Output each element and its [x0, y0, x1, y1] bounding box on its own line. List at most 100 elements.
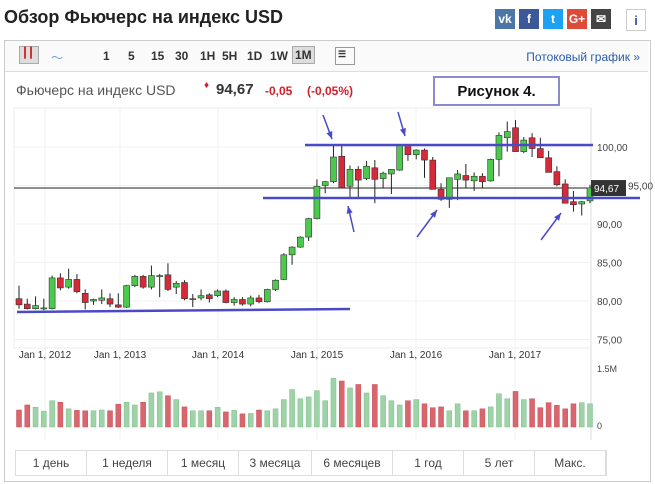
chart-frame: [4, 40, 651, 482]
volume-bar: [99, 409, 105, 428]
volume-bar: [496, 393, 502, 428]
candle: [81, 292, 89, 303]
range-button[interactable]: Макс.: [535, 451, 606, 475]
range-selector: 1 день 1 неделя 1 месяц 3 месяца 6 месяцев 1 …: [15, 450, 607, 476]
candle: [561, 183, 569, 204]
candle: [32, 305, 39, 309]
volume-bar: [239, 413, 246, 428]
interval-1H[interactable]: 1H: [200, 49, 216, 63]
range-button[interactable]: 1 месяц: [168, 451, 239, 475]
volume-bar: [471, 410, 477, 428]
volume-bar: [132, 404, 138, 428]
candle: [421, 149, 428, 161]
volume-bar: [554, 405, 560, 428]
candle: [156, 275, 163, 277]
volume-bar: [372, 384, 378, 428]
candle: [280, 254, 288, 280]
candle: [164, 274, 172, 290]
interval-5[interactable]: 5: [128, 49, 135, 63]
arrowhead-icon: [346, 206, 353, 214]
candle: [297, 236, 304, 248]
volume-bar: [289, 389, 295, 428]
candle: [454, 173, 461, 180]
candle: [206, 294, 213, 299]
range-button[interactable]: 6 месяцев: [312, 451, 393, 475]
volume-bar: [578, 402, 585, 428]
price-change-percent: (-0,05%): [307, 84, 354, 98]
volume-bar: [430, 407, 436, 428]
interval-30[interactable]: 30: [175, 49, 189, 63]
range-button[interactable]: 3 месяца: [239, 451, 312, 475]
x-tick-label: Jan 1, 2014: [192, 350, 245, 361]
line-chart-icon[interactable]: 〜: [51, 51, 64, 65]
volume-bar: [82, 410, 88, 428]
range-button[interactable]: 1 неделя: [87, 451, 168, 475]
candle: [363, 165, 370, 179]
candle: [214, 290, 221, 296]
down-arrow-icon: ♦: [204, 80, 210, 91]
interval-1W[interactable]: 1W: [270, 49, 288, 63]
candle: [446, 177, 453, 200]
volume-bar: [421, 403, 428, 428]
last-price-tag: [591, 180, 626, 197]
candle: [48, 277, 56, 309]
volume-bar: [413, 399, 419, 428]
google-plus-share-icon[interactable]: G+: [567, 9, 587, 29]
volume-bar: [388, 400, 395, 428]
interval-1M[interactable]: 1M: [292, 46, 315, 64]
range-button[interactable]: 5 лет: [464, 451, 535, 475]
interval-1D[interactable]: 1D: [247, 49, 263, 63]
info-icon[interactable]: i: [626, 9, 646, 31]
facebook-share-icon[interactable]: f: [519, 9, 539, 29]
candle: [578, 201, 586, 205]
volume-bar: [338, 380, 345, 428]
last-price-tag-label: 94,67: [594, 184, 619, 195]
volume-bar: [347, 387, 353, 428]
volume-bar: [90, 410, 97, 428]
volume-bar: [41, 410, 47, 428]
table-view-icon[interactable]: ☰: [335, 47, 355, 65]
volume-bar: [123, 402, 130, 428]
vk-share-icon[interactable]: vk: [495, 9, 515, 29]
x-tick-label: Jan 1, 2016: [390, 350, 443, 361]
candle: [106, 298, 114, 305]
y-tick-label: 90,00: [597, 220, 622, 231]
candlestick-icon[interactable]: ┃┃: [19, 46, 39, 64]
range-button[interactable]: 1 год: [393, 451, 464, 475]
x-tick-label: Jan 1, 2012: [19, 350, 72, 361]
candle: [321, 181, 329, 186]
figure-label: Рисунок 4.: [433, 76, 560, 106]
x-tick-label: Jan 1, 2017: [489, 350, 542, 361]
chart-toolbar: ┃┃ 〜 1 5 15 30 1H 5H 1D 1W 1M ☰ Потоковый график…: [5, 41, 648, 72]
interval-5H[interactable]: 5H: [222, 49, 238, 63]
volume-bar: [281, 399, 287, 428]
candle: [239, 299, 246, 305]
candle: [172, 282, 180, 288]
candle: [346, 169, 354, 187]
volume-bar: [32, 407, 39, 428]
volume-bar: [24, 404, 31, 428]
interval-1[interactable]: 1: [103, 49, 110, 63]
support-resistance-line: [16, 307, 351, 314]
page-title: Обзор Фьючерс на индекс USD: [4, 7, 283, 27]
candle: [537, 148, 544, 159]
email-share-icon[interactable]: ✉: [591, 9, 611, 29]
candle: [73, 279, 81, 293]
candle: [330, 156, 337, 182]
candle: [570, 201, 577, 206]
twitter-share-icon[interactable]: t: [543, 9, 563, 29]
candle: [189, 298, 197, 300]
candle: [197, 295, 205, 299]
volume-bar: [206, 410, 213, 428]
candle: [470, 175, 478, 182]
instrument-name: Фьючерс на индекс USD: [16, 82, 176, 98]
candle: [429, 159, 437, 190]
volume-bar: [463, 410, 469, 428]
candle: [288, 246, 296, 256]
candle: [98, 297, 106, 301]
interval-15[interactable]: 15: [151, 49, 165, 63]
range-button[interactable]: 1 день: [16, 451, 87, 475]
volume-bar: [504, 398, 510, 428]
streaming-chart-link[interactable]: Потоковый график »: [526, 50, 640, 64]
